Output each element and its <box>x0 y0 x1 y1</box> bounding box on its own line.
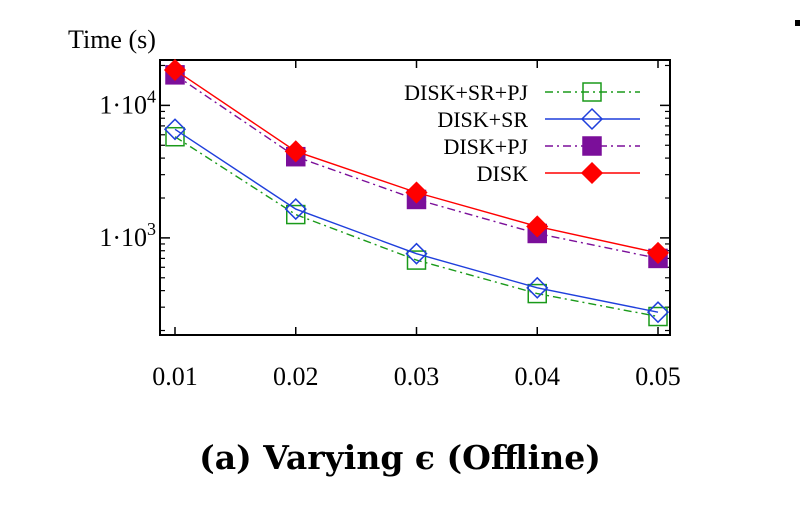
series-disk <box>163 58 670 264</box>
legend-label: DISK+PJ <box>443 134 528 159</box>
series-line <box>174 128 659 313</box>
series-disk-sr <box>163 118 670 324</box>
data-point <box>526 215 549 238</box>
data-point <box>163 58 187 82</box>
legend-label: DISK <box>477 161 528 186</box>
data-point <box>405 181 428 204</box>
legend-label: DISK+SR <box>437 107 528 132</box>
data-point <box>526 276 549 299</box>
data-point <box>284 198 307 221</box>
y-tick-label: 1·103 <box>99 219 156 252</box>
chart: Time (s) 0.01 0.02 0.03 0.04 0.051·1031·104 … <box>68 20 800 391</box>
data-point <box>646 301 670 324</box>
data-point <box>163 118 187 141</box>
y-tick-label: 1·104 <box>99 86 156 119</box>
data-point <box>165 126 185 147</box>
data-point <box>648 306 668 327</box>
cut-off-edge-mark <box>795 20 800 26</box>
x-tick-label: 0.04 <box>515 362 561 391</box>
legend-marker <box>582 136 602 156</box>
figure-caption: (a) Varying ϵ (Offline) <box>199 438 601 477</box>
series-disk-sr-pj <box>165 126 668 327</box>
legend-marker <box>580 107 604 131</box>
axis-ticks: 0.01 0.02 0.03 0.04 0.05 1·103 1·104 <box>99 60 681 391</box>
data-point <box>405 242 428 265</box>
y-axis-title: Time (s) <box>68 25 156 54</box>
legend-marker <box>582 82 602 102</box>
legend-marker <box>580 161 604 185</box>
x-tick-label: 0.05 <box>635 362 681 391</box>
legend-label: DISK+SR+PJ <box>404 80 528 105</box>
x-tick-label: 0.03 <box>394 362 440 391</box>
series-line <box>174 136 659 318</box>
x-tick-label: 0.01 <box>152 362 198 391</box>
data-point <box>406 250 427 270</box>
data-point <box>527 283 547 304</box>
data-point <box>284 140 307 163</box>
x-tick-label: 0.02 <box>273 362 319 391</box>
series-layer <box>163 58 670 327</box>
data-point <box>646 241 670 264</box>
data-point <box>286 204 306 225</box>
